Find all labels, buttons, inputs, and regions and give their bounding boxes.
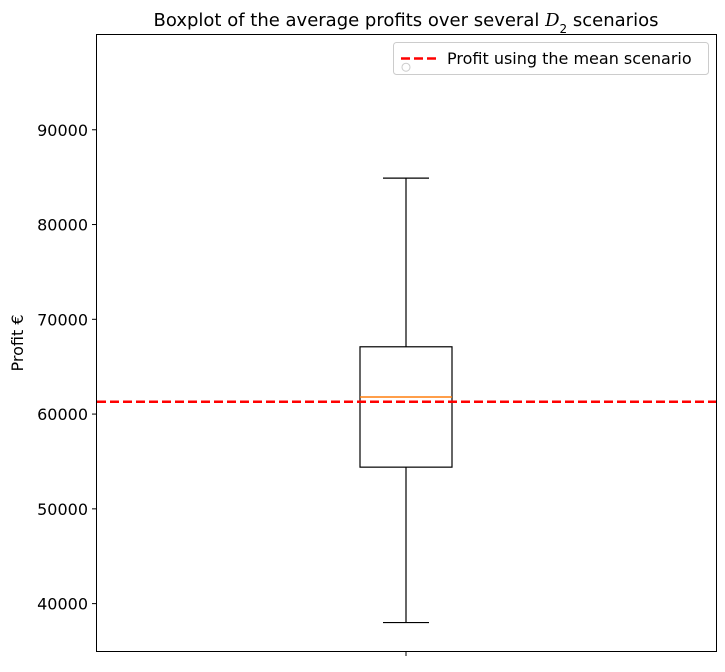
legend: Profit using the mean scenario	[393, 42, 709, 75]
title-suffix: scenarios	[567, 10, 658, 31]
iqr-box	[359, 346, 453, 468]
legend-label-reference-line: Profit using the mean scenario	[447, 49, 692, 68]
y-tick-label: 50000	[37, 500, 88, 519]
y-tick-label: 70000	[37, 310, 88, 329]
y-tick-label: 80000	[37, 216, 88, 235]
y-tick-label: 90000	[37, 121, 88, 140]
y-tick-label: 60000	[37, 405, 88, 424]
y-tick-label: 40000	[37, 595, 88, 614]
plot-area	[97, 62, 716, 624]
title-subscript: 2	[560, 22, 568, 36]
chart-title: Boxplot of the average profits over seve…	[154, 10, 659, 36]
y-axis-ticks: 40000 50000 60000 70000 80000 90000	[37, 121, 97, 614]
title-prefix: Boxplot of the average profits over seve…	[154, 10, 546, 31]
y-axis-label: Profit €	[8, 315, 27, 372]
title-symbol: D	[544, 10, 560, 31]
axes-frame	[96, 34, 717, 652]
legend-box	[393, 42, 709, 75]
